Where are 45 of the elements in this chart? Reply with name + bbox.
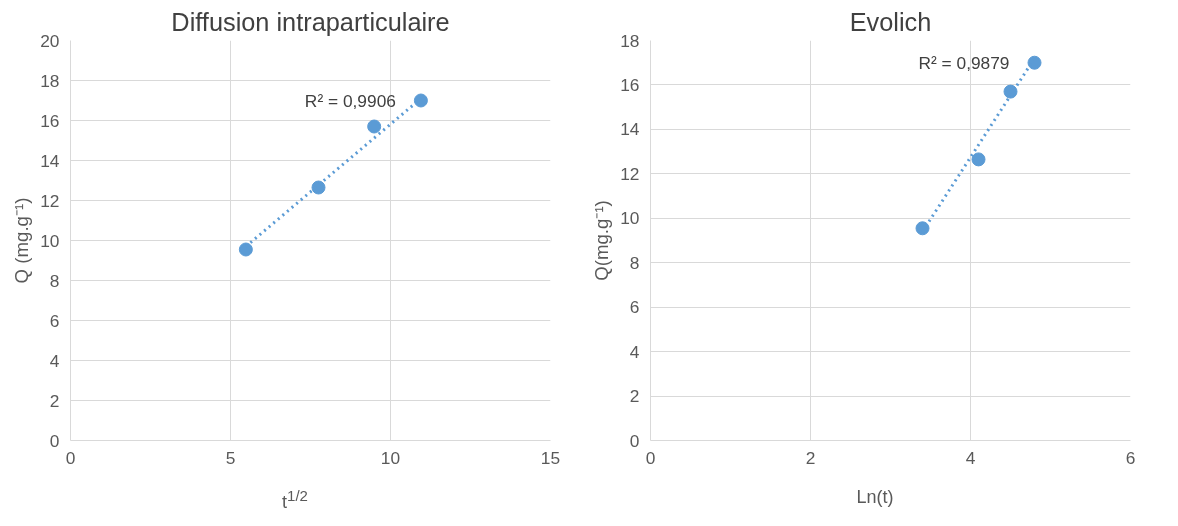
point [915,221,930,236]
point [413,93,428,108]
y-axis-title: Q (mg.g⁻¹) [11,197,33,284]
x-tick-label: 6 [1125,447,1136,468]
y-axis-title: Q(mg.g⁻¹) [591,200,613,281]
y-tick-label: 8 [49,270,60,291]
x-tick-label: 10 [380,447,401,468]
y-tick-label: 2 [629,386,640,407]
point [367,119,382,134]
annotation: R² = 0,9879 [918,52,1010,73]
x-tick-label: 0 [65,447,76,468]
y-tick-label: 14 [620,119,640,140]
x-tick-label: 15 [540,447,561,468]
y-tick-label: 14 [40,150,60,171]
x-tick-label: 2 [805,447,816,468]
y-tick-label: 4 [49,350,60,371]
chart-title: Evolich [849,7,932,36]
point [311,180,326,195]
annotation: R² = 0,9906 [304,90,396,111]
chart-title: Diffusion intraparticulaire [171,7,450,36]
y-tick-label: 16 [40,110,60,131]
point [238,242,253,257]
x-tick-label: 4 [965,447,976,468]
y-tick-label: 0 [49,430,60,451]
y-tick-label: 4 [629,341,640,362]
point [1003,84,1018,99]
y-tick-label: 18 [40,70,60,91]
y-tick-label: 6 [629,297,640,318]
x-axis-title: Ln(t) [856,486,894,509]
x-tick-label: 0 [645,447,656,468]
x-axis-title: t$^{1/2}$ [282,486,308,514]
y-tick-label: 18 [620,30,640,51]
x-tick-label: 5 [225,447,236,468]
y-tick-label: 0 [629,430,640,451]
point [971,152,986,167]
y-tick-label: 16 [620,74,640,95]
y-tick-label: 8 [629,252,640,273]
y-tick-label: 10 [40,230,60,251]
y-tick-label: 10 [620,208,640,229]
point [1027,55,1042,70]
y-tick-label: 20 [40,30,60,51]
y-tick-label: 12 [40,190,60,211]
y-tick-label: 12 [620,163,640,184]
y-tick-label: 6 [49,310,60,331]
y-tick-label: 2 [49,390,60,411]
